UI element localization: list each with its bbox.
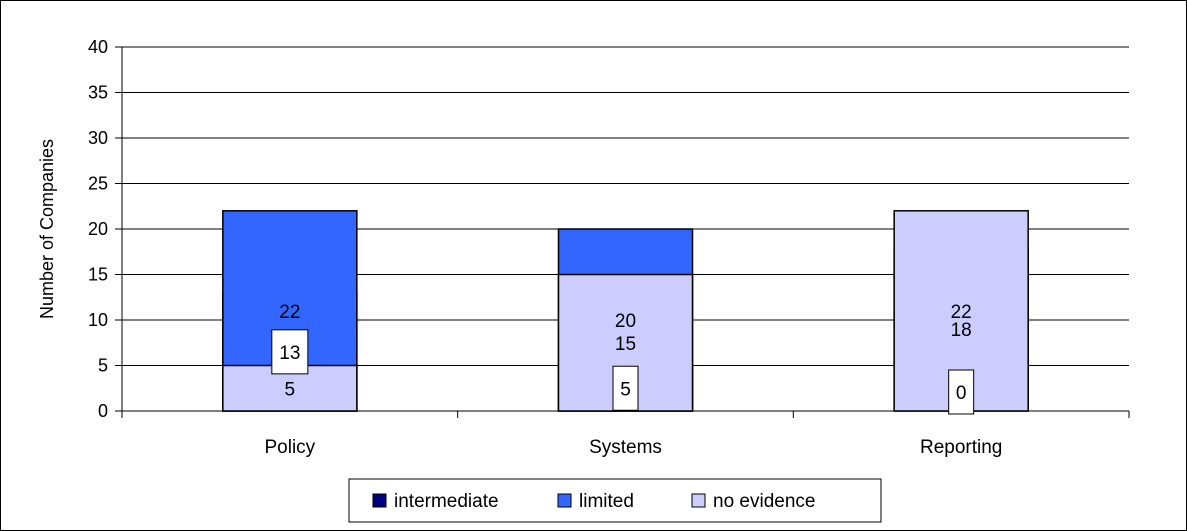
legend-label-no-evidence: no evidence <box>713 491 815 512</box>
y-tick-label: 10 <box>88 310 108 330</box>
data-label-no-evidence-reporting: 22 <box>951 302 972 323</box>
y-tick-label: 15 <box>88 265 108 285</box>
data-label-limited-policy: 22 <box>279 302 300 323</box>
y-axis-title: Number of Companies <box>37 139 57 319</box>
y-tick-label: 20 <box>88 219 108 239</box>
data-label-no-evidence-policy: 5 <box>285 379 296 400</box>
legend-label-intermediate: intermediate <box>394 491 499 512</box>
data-label-box-intermediate-policy <box>271 329 309 375</box>
data-label-no-evidence-systems: 15 <box>615 334 636 355</box>
y-tick-label: 0 <box>98 401 108 421</box>
data-label-limited-reporting: 18 <box>951 320 972 341</box>
legend-swatch-limited <box>557 493 572 508</box>
legend-label-limited: limited <box>579 491 634 512</box>
y-tick-label: 40 <box>88 37 108 57</box>
x-category-label: Policy <box>264 437 315 458</box>
y-tick-label: 35 <box>88 83 108 103</box>
x-category-label: Reporting <box>920 437 1002 458</box>
y-tick-label: 30 <box>88 128 108 148</box>
data-label-intermediate-policy: 13 <box>279 343 300 364</box>
x-category-label: Systems <box>589 437 662 458</box>
data-label-intermediate-systems: 5 <box>620 379 631 400</box>
data-label-box-intermediate-systems <box>612 365 639 411</box>
data-label-box-intermediate-reporting <box>948 369 975 415</box>
legend-swatch-intermediate <box>372 493 387 508</box>
y-tick-label: 25 <box>88 174 108 194</box>
legend: intermediate limited no evidence <box>348 478 882 523</box>
y-tick-label: 5 <box>98 356 108 376</box>
data-label-limited-systems: 20 <box>615 311 636 332</box>
legend-swatch-no-evidence <box>691 493 706 508</box>
legend-box <box>348 478 882 523</box>
data-label-intermediate-reporting: 0 <box>956 383 967 404</box>
